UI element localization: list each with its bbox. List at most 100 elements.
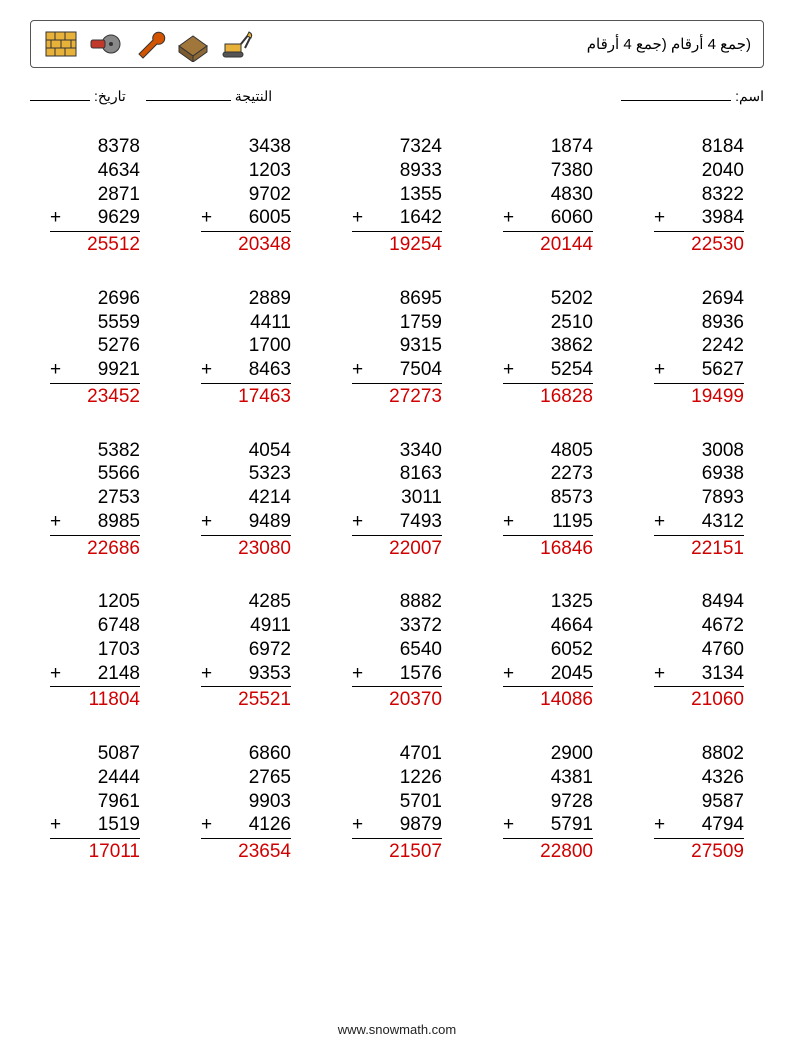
addend: 3011 — [352, 486, 442, 510]
addition-problem: 520225103862+525416828 — [503, 287, 593, 409]
addend: 5276 — [50, 334, 140, 358]
last-addend: +3984 — [654, 206, 744, 232]
addition-problem: 508724447961+151917011 — [50, 742, 140, 864]
addend: 8695 — [352, 287, 442, 311]
wood-icon — [175, 26, 211, 62]
addition-problem: 732489331355+164219254 — [352, 135, 442, 257]
addend: 6540 — [352, 638, 442, 662]
addition-problem: 538255662753+898522686 — [50, 439, 140, 561]
last-addend: +7493 — [352, 510, 442, 536]
wrench-icon — [131, 26, 167, 62]
addition-problem: 849446724760+313421060 — [654, 590, 744, 712]
excavator-icon — [219, 26, 255, 62]
name-field: اسم: — [621, 86, 764, 105]
problem-row: 538255662753+898522686405453234214+94892… — [30, 439, 764, 561]
answer: 16828 — [503, 384, 593, 409]
worksheet-title: (جمع 4 أرقام (جمع 4 أرقام — [587, 35, 751, 53]
addend: 1226 — [352, 766, 442, 790]
last-addend: +1576 — [352, 662, 442, 688]
answer: 19499 — [654, 384, 744, 409]
addend: 4911 — [201, 614, 291, 638]
answer: 27273 — [352, 384, 442, 409]
addition-problem: 818420408322+398422530 — [654, 135, 744, 257]
last-addend: +9921 — [50, 358, 140, 384]
addend: 9315 — [352, 334, 442, 358]
addend: 2765 — [201, 766, 291, 790]
addend: 1203 — [201, 159, 291, 183]
addend: 5566 — [50, 462, 140, 486]
addition-problem: 888233726540+157620370 — [352, 590, 442, 712]
answer: 22151 — [654, 536, 744, 561]
name-label: اسم: — [735, 88, 764, 105]
addend: 4054 — [201, 439, 291, 463]
last-addend: +9879 — [352, 813, 442, 839]
addend: 3862 — [503, 334, 593, 358]
addend: 2510 — [503, 311, 593, 335]
addend: 5323 — [201, 462, 291, 486]
addend: 3008 — [654, 439, 744, 463]
problem-row: 269655595276+992123452 288944111700+84631… — [30, 287, 764, 409]
addend: 1700 — [201, 334, 291, 358]
score-label: النتيجة — [235, 88, 272, 105]
addend: 8802 — [654, 742, 744, 766]
score-blank — [146, 86, 231, 101]
addend: 1325 — [503, 590, 593, 614]
last-addend: +9489 — [201, 510, 291, 536]
date-label: تاريخ: — [94, 88, 126, 105]
addition-problem: 269655595276+992123452 — [50, 287, 140, 409]
addend: 8163 — [352, 462, 442, 486]
last-addend: +1195 — [503, 510, 593, 536]
addend: 9702 — [201, 183, 291, 207]
addition-problem: 686027659903+412623654 — [201, 742, 291, 864]
date-blank — [30, 86, 90, 101]
addend: 4214 — [201, 486, 291, 510]
bricks-icon — [43, 26, 79, 62]
addend: 2900 — [503, 742, 593, 766]
answer: 27509 — [654, 839, 744, 864]
answer: 22800 — [503, 839, 593, 864]
last-addend: +5254 — [503, 358, 593, 384]
answer: 14086 — [503, 687, 593, 712]
addend: 2444 — [50, 766, 140, 790]
addend: 3372 — [352, 614, 442, 638]
addend: 2694 — [654, 287, 744, 311]
answer: 23080 — [201, 536, 291, 561]
answer: 17463 — [201, 384, 291, 409]
addition-problem: 334081633011+749322007 — [352, 439, 442, 561]
addend: 4664 — [503, 614, 593, 638]
addend: 1759 — [352, 311, 442, 335]
last-addend: +2148 — [50, 662, 140, 688]
addition-problem: 880243269587+479427509 — [654, 742, 744, 864]
addend: 9903 — [201, 790, 291, 814]
addend: 6860 — [201, 742, 291, 766]
addend: 9728 — [503, 790, 593, 814]
last-addend: +4312 — [654, 510, 744, 536]
addend: 7961 — [50, 790, 140, 814]
worksheet-page: (جمع 4 أرقام (جمع 4 أرقام اسم: النتيجة ت… — [0, 0, 794, 1053]
date-field: تاريخ: — [30, 86, 126, 105]
answer: 22530 — [654, 232, 744, 257]
addend: 4672 — [654, 614, 744, 638]
addend: 6972 — [201, 638, 291, 662]
addend: 2273 — [503, 462, 593, 486]
addend: 2040 — [654, 159, 744, 183]
score-field: النتيجة — [146, 86, 272, 105]
grinder-icon — [87, 26, 123, 62]
answer: 21060 — [654, 687, 744, 712]
answer: 25521 — [201, 687, 291, 712]
last-addend: +5627 — [654, 358, 744, 384]
addend: 7324 — [352, 135, 442, 159]
addition-problem: 132546646052+204514086 — [503, 590, 593, 712]
answer: 22686 — [50, 536, 140, 561]
addend: 5559 — [50, 311, 140, 335]
addend: 8882 — [352, 590, 442, 614]
addend: 2753 — [50, 486, 140, 510]
last-addend: +1642 — [352, 206, 442, 232]
answer: 23452 — [50, 384, 140, 409]
name-blank — [621, 86, 731, 101]
problem-row: 120567481703+214811804428549116972+93532… — [30, 590, 764, 712]
addition-problem: 288944111700+846317463 — [201, 287, 291, 409]
last-addend: +9629 — [50, 206, 140, 232]
addend: 2871 — [50, 183, 140, 207]
addition-problem: 837846342871+962925512 — [50, 135, 140, 257]
